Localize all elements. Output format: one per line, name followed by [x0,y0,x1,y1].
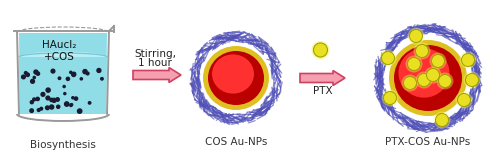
Circle shape [456,91,472,108]
Circle shape [72,73,76,76]
Text: PTX-COS Au-NPs: PTX-COS Au-NPs [386,137,470,147]
Circle shape [74,97,78,100]
Ellipse shape [212,54,254,94]
Text: 1 hour: 1 hour [138,58,172,68]
Circle shape [434,111,450,128]
Circle shape [406,55,422,73]
Circle shape [63,85,65,88]
Circle shape [460,51,476,69]
Circle shape [436,73,454,89]
Ellipse shape [203,46,269,110]
Circle shape [416,44,428,58]
Ellipse shape [398,48,450,98]
Ellipse shape [19,51,107,62]
Circle shape [33,76,35,79]
Circle shape [34,70,38,74]
Circle shape [314,43,328,57]
Circle shape [312,41,330,59]
Polygon shape [19,57,107,114]
Circle shape [46,88,50,92]
Circle shape [466,73,478,86]
FancyArrow shape [133,67,181,82]
Circle shape [382,51,394,64]
Circle shape [41,92,45,96]
Circle shape [26,73,30,76]
Circle shape [46,106,49,110]
Circle shape [426,69,440,82]
Ellipse shape [208,51,264,105]
FancyArrow shape [300,71,345,86]
Circle shape [418,73,430,86]
Circle shape [30,109,34,112]
Circle shape [402,75,418,91]
Circle shape [56,98,59,101]
Circle shape [36,72,40,75]
Circle shape [83,70,87,74]
Circle shape [70,104,72,106]
Circle shape [458,93,470,106]
Circle shape [24,72,27,74]
Circle shape [58,77,60,80]
Circle shape [40,107,42,110]
Text: +COS: +COS [44,52,74,62]
Circle shape [46,96,50,100]
Ellipse shape [394,45,462,111]
Circle shape [30,79,34,83]
Circle shape [380,49,396,66]
Circle shape [416,71,432,89]
Circle shape [100,78,103,80]
Circle shape [410,29,422,42]
Circle shape [80,78,82,80]
Circle shape [30,101,34,104]
Circle shape [414,42,430,60]
Circle shape [70,71,72,73]
Circle shape [56,105,60,108]
Circle shape [78,109,82,113]
Circle shape [50,98,53,102]
Circle shape [36,97,40,101]
Circle shape [51,69,55,73]
Circle shape [97,69,101,72]
Text: HAucl₂: HAucl₂ [42,40,76,50]
Circle shape [66,77,70,80]
Ellipse shape [389,40,467,116]
Circle shape [88,102,91,104]
Circle shape [436,113,448,126]
Circle shape [32,98,35,101]
Circle shape [430,53,446,69]
Circle shape [72,72,76,75]
Circle shape [438,75,452,88]
Circle shape [424,66,442,84]
Circle shape [384,91,396,104]
Circle shape [408,58,420,71]
Circle shape [38,109,40,111]
Text: Biosynthesis: Biosynthesis [30,140,96,150]
Circle shape [22,75,26,79]
Circle shape [70,104,72,106]
Text: COS Au-NPs: COS Au-NPs [205,137,267,147]
Polygon shape [19,33,107,114]
Text: Stirring,: Stirring, [134,49,176,59]
Circle shape [86,72,89,75]
Circle shape [64,102,69,106]
Circle shape [464,71,480,89]
Circle shape [408,27,424,44]
Circle shape [64,93,66,95]
Circle shape [52,98,56,102]
Circle shape [72,97,74,99]
Circle shape [404,77,416,89]
Circle shape [382,89,398,106]
Circle shape [462,53,474,66]
Circle shape [432,55,444,67]
Text: PTX: PTX [312,86,332,96]
Circle shape [50,105,54,109]
